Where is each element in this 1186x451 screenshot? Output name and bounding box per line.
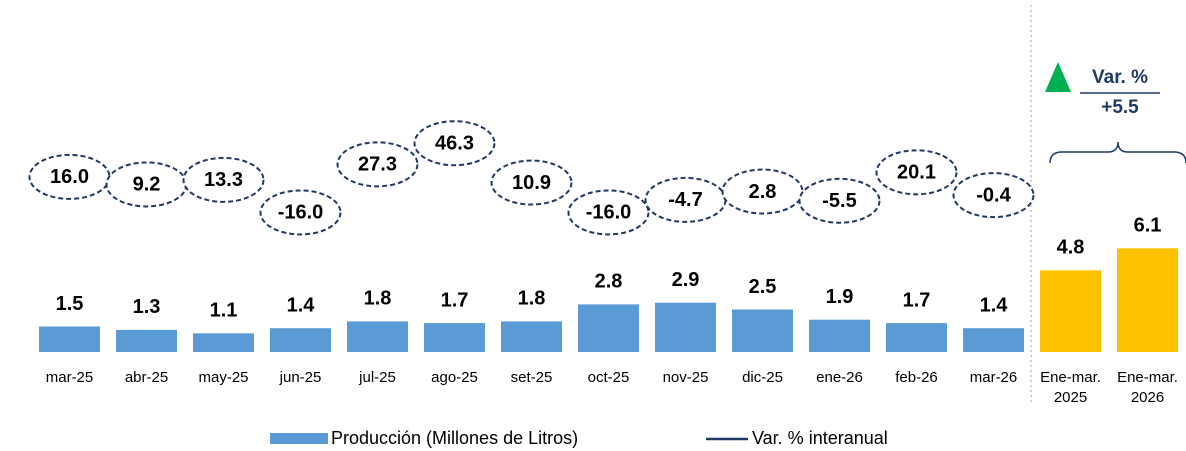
- var-label: 16.0: [50, 166, 89, 188]
- legend-swatch: [270, 433, 328, 444]
- x-tick-label: nov-25: [663, 369, 709, 386]
- bar: [655, 302, 716, 352]
- bar: [501, 321, 562, 352]
- bar-value-label: 1.8: [364, 288, 392, 310]
- bar: [424, 323, 485, 352]
- var-bubble: [875, 149, 958, 196]
- x-tick-label: Ene-mar. 2026: [1117, 369, 1178, 406]
- x-tick-label: dic-25: [742, 369, 783, 386]
- x-tick-label: may-25: [198, 369, 248, 386]
- var-label: -16.0: [278, 202, 324, 224]
- x-tick-label: oct-25: [588, 369, 630, 386]
- bar: [963, 328, 1024, 352]
- x-tick-label: jun-25: [279, 369, 322, 386]
- bar-value-label: 1.9: [826, 286, 854, 308]
- x-tick-label: mar-25: [46, 369, 94, 386]
- var-bubble: [336, 141, 419, 188]
- up-triangle: [1045, 62, 1071, 92]
- var-bubble: [259, 189, 342, 236]
- var-label: 9.2: [133, 174, 161, 196]
- bar-value-label: 2.5: [749, 276, 777, 298]
- bar: [1040, 270, 1101, 352]
- x-tick-label: ago-25: [431, 369, 478, 386]
- bar: [39, 326, 100, 352]
- bar-value-label: 6.1: [1134, 215, 1162, 237]
- var-label: 13.3: [204, 169, 243, 191]
- var-label: -4.7: [668, 189, 702, 211]
- bar-value-label: 1.7: [903, 289, 931, 311]
- bar-value-label: 2.9: [672, 269, 700, 291]
- bar-value-label: 1.1: [210, 300, 238, 322]
- bar: [270, 328, 331, 352]
- var-label: 46.3: [435, 133, 474, 155]
- x-tick-label: set-25: [511, 369, 553, 386]
- bar: [578, 304, 639, 352]
- var-bubble: [413, 120, 496, 167]
- bar-value-label: 1.4: [287, 294, 316, 316]
- var-label: -16.0: [586, 202, 632, 224]
- var-label: 10.9: [512, 172, 551, 194]
- legend-label: Producción (Millones de Litros): [331, 428, 578, 448]
- bar-value-label: 1.7: [441, 289, 469, 311]
- var-label: -0.4: [976, 184, 1011, 206]
- var-label: 20.1: [897, 162, 936, 184]
- var-label: 2.8: [749, 181, 777, 203]
- annotation-value: +5.5: [1101, 97, 1139, 118]
- var-label: 27.3: [358, 154, 397, 176]
- bar: [116, 329, 177, 352]
- bar: [347, 321, 408, 352]
- bar-value-label: 1.3: [133, 296, 161, 318]
- var-bubble: [567, 189, 650, 236]
- var-bubble: [798, 177, 881, 224]
- bar: [193, 333, 254, 352]
- x-tick-label: feb-26: [895, 369, 938, 386]
- x-tick-label: Ene-mar. 2025: [1040, 369, 1101, 406]
- x-tick-label: jul-25: [358, 369, 396, 386]
- bar: [886, 323, 947, 352]
- bar-value-label: 1.8: [518, 288, 546, 310]
- bar-value-label: 1.4: [980, 294, 1009, 316]
- var-bubble: [182, 156, 265, 203]
- x-tick-label: ene-26: [816, 369, 863, 386]
- bar: [1117, 248, 1178, 352]
- annotation-title: Var. %: [1092, 67, 1148, 88]
- x-tick-label: mar-26: [970, 369, 1018, 386]
- var-bubble: [952, 172, 1035, 219]
- bar: [732, 309, 793, 352]
- bar-value-label: 1.5: [56, 293, 84, 315]
- var-label: -5.5: [822, 190, 856, 212]
- bar: [809, 319, 870, 352]
- x-tick-label: abr-25: [125, 369, 168, 386]
- bracket: [1049, 141, 1186, 164]
- legend-label: Var. % interanual: [752, 428, 888, 448]
- bar-value-label: 4.8: [1057, 237, 1085, 259]
- bar-value-label: 2.8: [595, 271, 623, 293]
- var-bubble: [490, 159, 573, 206]
